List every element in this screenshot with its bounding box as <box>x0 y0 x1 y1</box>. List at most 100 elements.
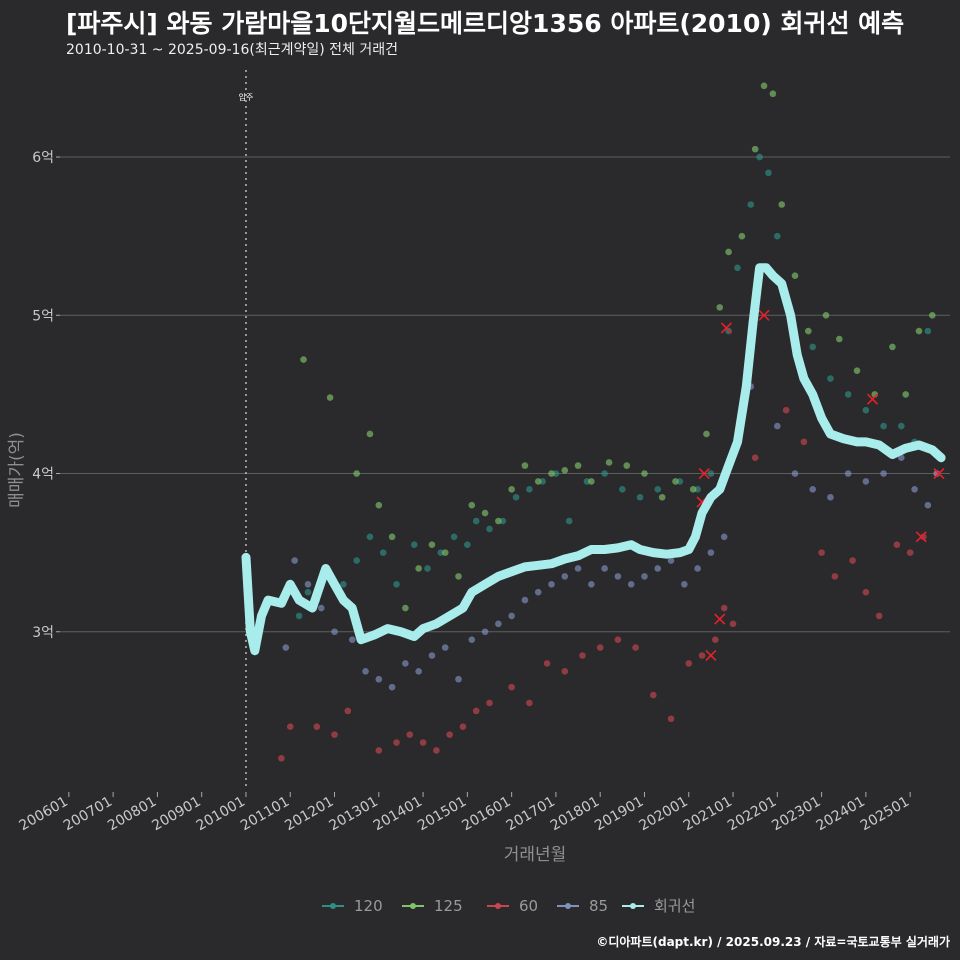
data-point-85 <box>304 580 312 588</box>
data-point-125 <box>623 462 631 469</box>
data-point-120 <box>809 343 817 351</box>
data-point-120 <box>526 486 533 493</box>
data-point-120 <box>464 541 471 549</box>
data-point-120 <box>512 493 520 501</box>
data-point-85 <box>282 644 290 651</box>
data-point-60 <box>800 438 808 446</box>
data-point-125 <box>495 517 502 525</box>
x-tick-label: 202101 <box>681 794 735 835</box>
highlight-marker <box>698 467 710 480</box>
data-point-60 <box>472 707 480 715</box>
legend-item-125: 125 <box>402 897 463 915</box>
data-point-60 <box>286 723 294 731</box>
data-point-120 <box>636 493 644 501</box>
chart-title: [파주시] 와동 가람마을10단지월드메르디앙1356 아파트(2010) 회귀… <box>66 9 905 38</box>
data-point-120 <box>774 232 781 240</box>
data-point-60 <box>667 715 675 723</box>
data-point-125 <box>375 501 383 509</box>
data-point-85 <box>694 565 701 572</box>
legend-dot <box>330 903 336 909</box>
data-point-125 <box>791 272 799 280</box>
chart-caption: ©디아파트(dapt.kr) / 2025.09.23 / 자료=국토교통부 실… <box>596 935 950 949</box>
data-point-60 <box>446 731 453 738</box>
highlight-marker <box>714 613 726 625</box>
data-point-85 <box>601 565 608 572</box>
data-point-85 <box>667 557 675 564</box>
data-point-125 <box>760 82 768 90</box>
x-tick-label: 201701 <box>504 794 558 835</box>
data-point-125 <box>388 533 396 541</box>
legend-item-85: 85 <box>557 897 608 915</box>
x-tick-label: 202001 <box>636 794 690 835</box>
legend-item-60: 60 <box>487 897 538 915</box>
data-point-125 <box>902 391 910 398</box>
data-point-60 <box>313 723 321 731</box>
data-point-85 <box>862 478 870 485</box>
legend-label: 125 <box>434 897 463 915</box>
data-point-60 <box>831 573 839 580</box>
data-point-85 <box>441 644 449 651</box>
highlight-marker <box>915 531 927 543</box>
data-point-85 <box>548 580 555 588</box>
data-point-120 <box>472 517 480 525</box>
legend-dot <box>410 903 416 909</box>
highlight-marker-stroke <box>705 649 717 662</box>
regression-line <box>241 263 946 656</box>
data-point-85 <box>924 501 932 509</box>
data-point-85 <box>362 668 369 675</box>
data-point-125 <box>889 343 896 351</box>
legend-label: 120 <box>354 897 383 915</box>
data-point-120 <box>654 486 662 493</box>
data-point-120 <box>734 264 741 272</box>
data-point-60 <box>698 652 706 659</box>
data-point-85 <box>641 573 648 580</box>
data-point-85 <box>331 628 338 636</box>
occupancy-label: 입주 <box>239 93 254 102</box>
data-point-60 <box>596 644 604 651</box>
x-tick-label: 202301 <box>769 794 823 835</box>
data-point-125 <box>574 462 582 469</box>
data-point-60 <box>729 620 737 628</box>
x-tick-label: 201601 <box>459 794 513 835</box>
data-point-120 <box>707 470 715 477</box>
legend-item-회귀선: 회귀선 <box>622 897 695 915</box>
data-point-125 <box>353 470 360 477</box>
data-point-85 <box>774 422 781 430</box>
data-point-125 <box>689 486 697 493</box>
data-point-85 <box>428 652 436 659</box>
data-point-85 <box>291 557 298 564</box>
data-point-85 <box>468 636 476 643</box>
data-point-85 <box>455 675 462 683</box>
data-point-60 <box>782 406 790 414</box>
data-point-125 <box>769 90 777 98</box>
data-point-125 <box>521 462 529 469</box>
x-tick-label: 201501 <box>415 794 469 835</box>
data-point-125 <box>822 311 830 319</box>
data-point-125 <box>481 509 489 517</box>
data-point-125 <box>428 541 436 549</box>
data-point-85 <box>348 636 356 643</box>
y-tick-label: 6억 <box>32 150 54 166</box>
data-point-120 <box>827 375 834 382</box>
data-point-85 <box>388 683 396 691</box>
data-point-120 <box>393 580 400 588</box>
data-point-120 <box>304 588 312 596</box>
data-point-85 <box>588 580 595 588</box>
y-axis-label: 매매가(억) <box>7 432 27 508</box>
data-point-125 <box>928 311 936 319</box>
data-point-60 <box>344 707 352 715</box>
data-point-125 <box>738 232 746 240</box>
data-point-120 <box>565 517 573 525</box>
x-tick-label: 200601 <box>17 794 71 835</box>
legend-dot <box>630 903 636 909</box>
x-tick-label: 201401 <box>371 794 425 835</box>
data-point-120 <box>756 153 763 161</box>
data-point-125 <box>468 501 476 509</box>
x-tick-label: 200801 <box>105 794 159 835</box>
y-tick-label: 5억 <box>32 308 54 324</box>
data-point-85 <box>827 493 834 501</box>
data-point-125 <box>548 470 555 477</box>
data-point-85 <box>415 668 422 675</box>
data-point-125 <box>703 430 710 438</box>
data-point-60 <box>751 454 759 461</box>
